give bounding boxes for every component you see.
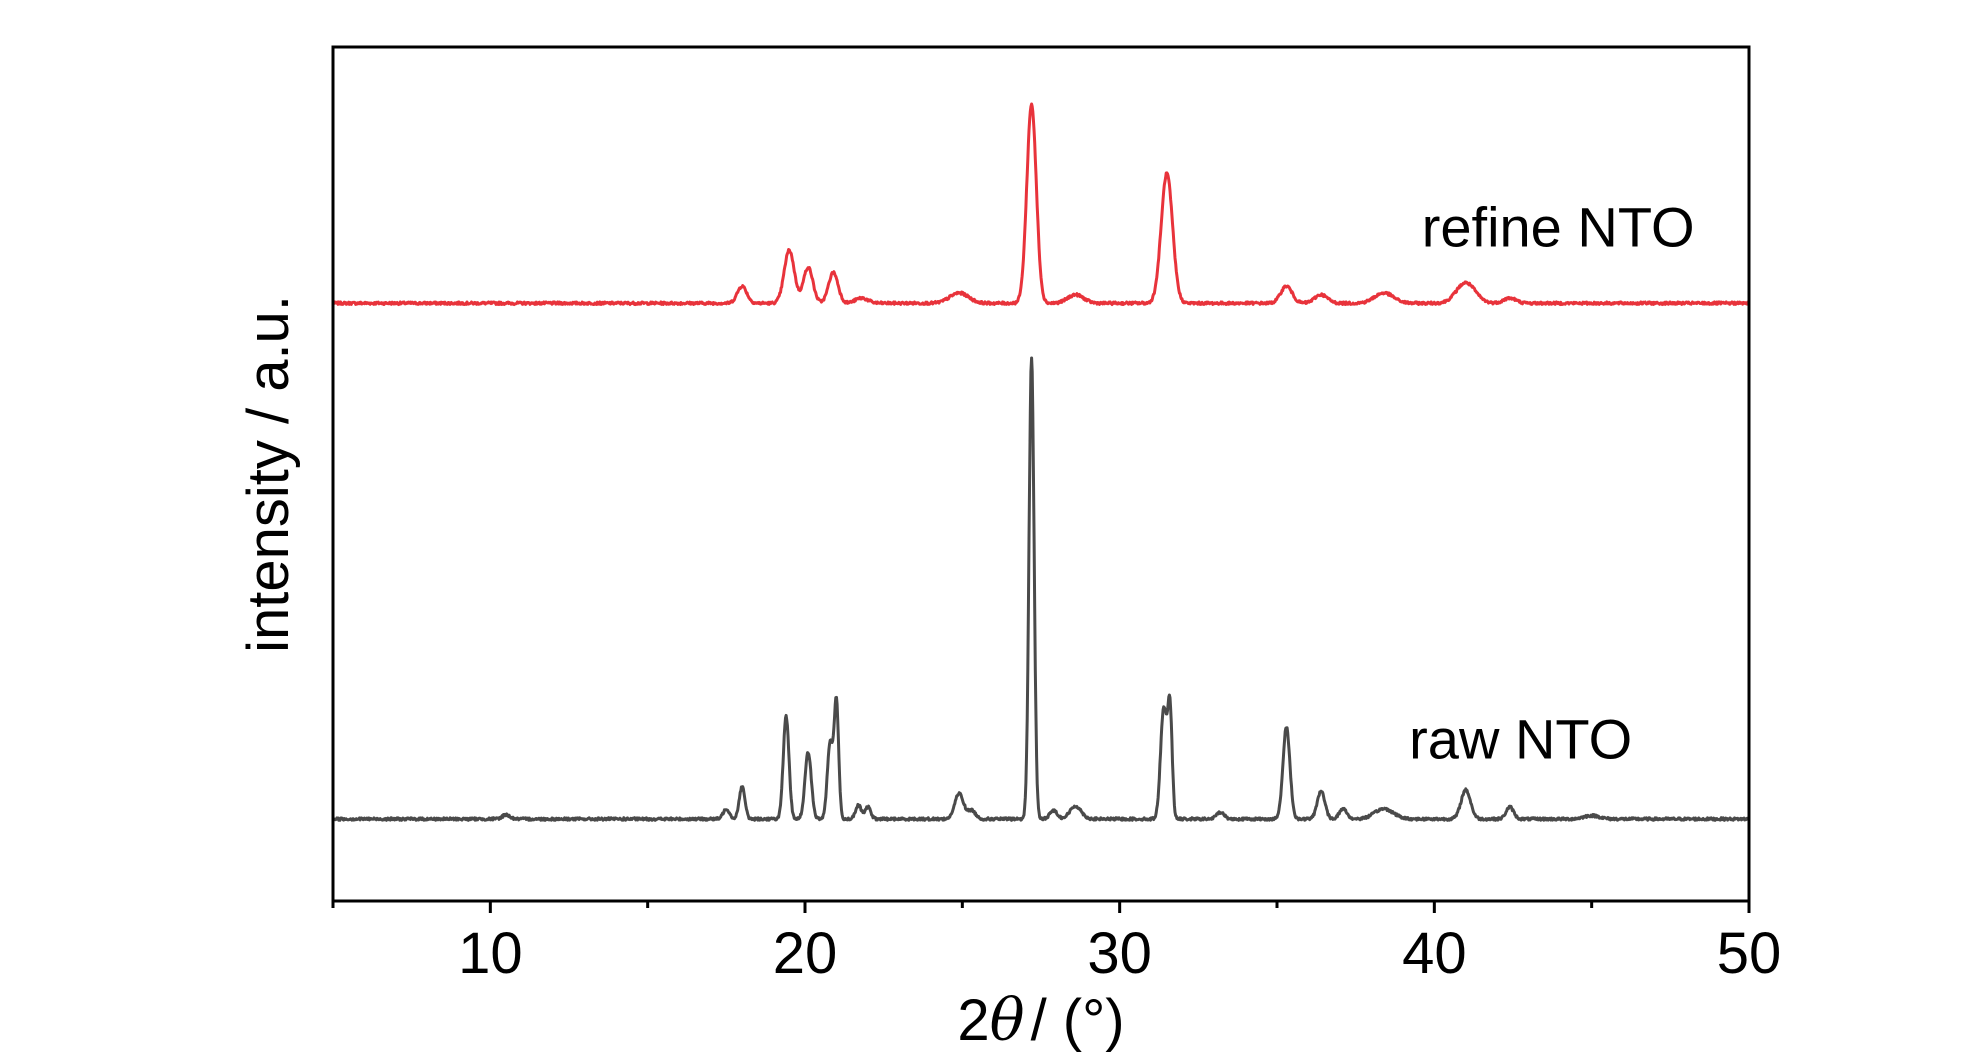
series-label-raw-nto: raw NTO — [1409, 708, 1632, 771]
series-labels: refine NTO raw NTO — [1409, 195, 1694, 770]
series-line-raw-nto — [331, 356, 1751, 822]
series-layer — [331, 102, 1751, 822]
x-tick-label: 50 — [1717, 921, 1782, 986]
x-axis-title-suffix: / (°) — [1031, 988, 1125, 1053]
plot-frame — [331, 45, 1751, 903]
series-label-refine-nto: refine NTO — [1422, 195, 1695, 258]
series-line-refine-nto — [331, 102, 1751, 306]
x-axis-title-prefix: 2 — [957, 988, 989, 1053]
x-axis-title-symbol: θ — [990, 986, 1025, 1054]
x-axis: 10 20 30 40 50 — [331, 901, 1782, 986]
x-tick-label: 20 — [773, 921, 838, 986]
y-axis-title: intensity / a.u. — [236, 295, 301, 653]
x-tick-label: 30 — [1087, 921, 1152, 986]
x-tick-label: 40 — [1402, 921, 1467, 986]
x-tick-label: 10 — [458, 921, 523, 986]
x-axis-title: 2θ / (°) — [957, 986, 1124, 1054]
